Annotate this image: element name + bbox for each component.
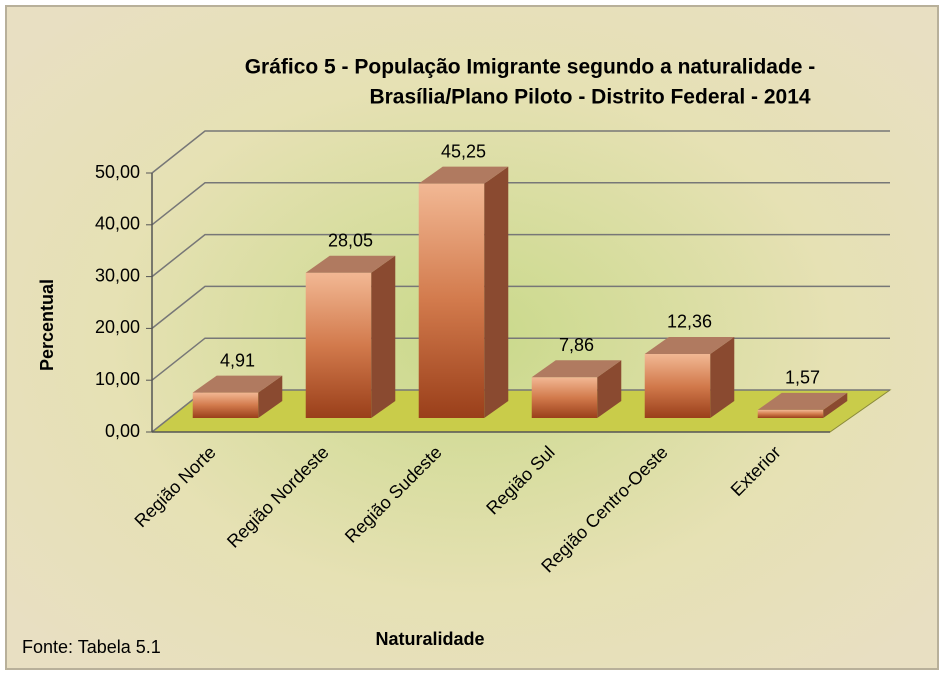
bar-top <box>531 360 622 378</box>
bar <box>305 272 372 418</box>
y-tick-label: 40,00 <box>95 214 140 234</box>
bar-top <box>644 336 735 354</box>
grid-line <box>151 233 890 278</box>
source-note: Fonte: Tabela 5.1 <box>22 637 161 657</box>
grid-line <box>151 337 890 381</box>
bar-side <box>371 255 396 418</box>
bar-side <box>258 375 283 418</box>
grid-line <box>151 182 890 226</box>
bar <box>192 392 259 418</box>
y-tick-label: 30,00 <box>95 265 140 285</box>
x-axis-label: Naturalidade <box>375 629 484 649</box>
data-label: 4,91 <box>220 350 255 370</box>
y-tick-label: 20,00 <box>95 317 140 337</box>
bar-top <box>305 255 396 273</box>
bar-top <box>757 392 848 410</box>
bar-top <box>192 375 283 393</box>
y-axis-label: Percentual <box>37 279 57 371</box>
data-label: 28,05 <box>328 230 373 250</box>
data-label: 12,36 <box>667 312 712 332</box>
bar-top <box>418 166 509 184</box>
bar <box>531 377 598 418</box>
data-label: 45,25 <box>441 141 486 161</box>
y-tick-label: 50,00 <box>95 162 140 182</box>
bar-side <box>710 336 735 418</box>
data-label: 1,57 <box>785 368 820 388</box>
bar-side <box>484 166 509 418</box>
y-tick-label: 10,00 <box>95 369 140 389</box>
bar <box>644 353 711 418</box>
bar-side <box>823 392 848 418</box>
chart-title: Brasília/Plano Piloto - Distrito Federal… <box>369 86 810 109</box>
data-label: 7,86 <box>559 335 594 355</box>
bar <box>418 183 485 418</box>
grid-line <box>151 285 890 329</box>
y-tick-label: 0,00 <box>105 421 140 441</box>
grid-line <box>151 130 890 174</box>
bar-side <box>597 360 622 418</box>
chart-title: Gráfico 5 - População Imigrante segundo … <box>245 56 816 79</box>
bar <box>757 409 824 418</box>
